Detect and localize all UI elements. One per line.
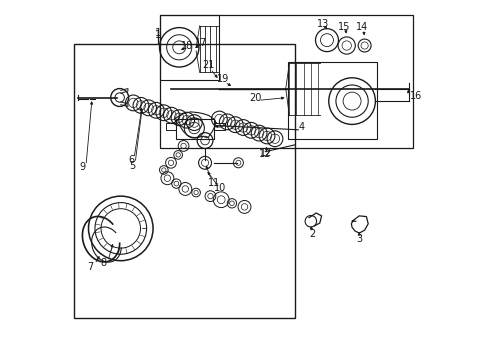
Text: 4: 4 bbox=[298, 122, 305, 132]
Text: 17: 17 bbox=[195, 38, 207, 48]
Text: 21: 21 bbox=[202, 60, 214, 70]
Text: 16: 16 bbox=[408, 91, 421, 101]
Text: 10: 10 bbox=[214, 183, 226, 193]
Text: 11: 11 bbox=[207, 177, 220, 188]
Text: 6: 6 bbox=[128, 155, 134, 165]
Text: 12: 12 bbox=[259, 149, 271, 159]
Text: 18: 18 bbox=[181, 41, 193, 50]
Text: 20: 20 bbox=[248, 93, 261, 103]
Text: 12: 12 bbox=[259, 148, 272, 158]
Text: 9: 9 bbox=[79, 162, 85, 172]
Text: 13: 13 bbox=[317, 19, 329, 29]
Text: 3: 3 bbox=[355, 234, 362, 244]
Text: 14: 14 bbox=[355, 22, 367, 32]
Text: 5: 5 bbox=[129, 161, 136, 171]
Text: 2: 2 bbox=[309, 229, 315, 239]
Text: 15: 15 bbox=[337, 22, 350, 32]
Text: 7: 7 bbox=[87, 262, 93, 272]
Text: 19: 19 bbox=[216, 74, 229, 84]
Text: 1: 1 bbox=[155, 30, 161, 40]
Text: 8: 8 bbox=[101, 258, 107, 268]
Text: 1: 1 bbox=[155, 28, 162, 38]
